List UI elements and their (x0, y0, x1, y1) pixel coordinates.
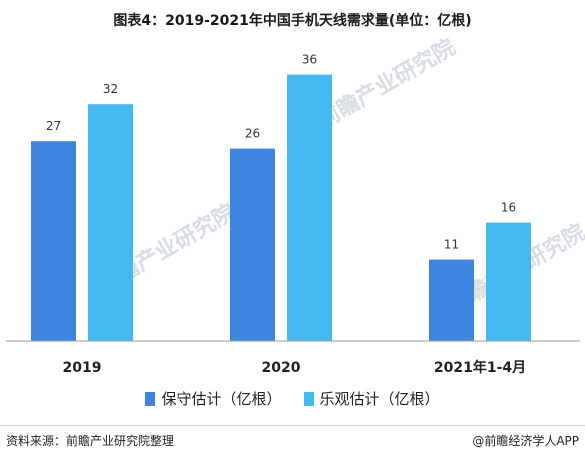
value-label: 16 (501, 201, 516, 215)
legend-swatch-conservative (145, 391, 156, 406)
value-label: 26 (245, 127, 260, 141)
legend-label-conservative: 保守估计（亿根） (161, 390, 282, 408)
bar-optimistic-0 (88, 104, 133, 341)
bar-conservative-1 (230, 148, 275, 341)
bar-conservative-2 (429, 259, 474, 341)
legend-swatch-optimistic (303, 391, 314, 406)
bar-optimistic-2 (486, 222, 531, 341)
value-label: 32 (103, 82, 118, 96)
watermark-text: 前瞻产业研究院 (313, 34, 459, 134)
chart-title: 图表4：2019-2021年中国手机天线需求量(单位：亿根) (113, 13, 472, 29)
source-note: 资料来源：前瞻产业研究院整理 (6, 434, 175, 448)
legend-item-optimistic: 乐观估计（亿根） (303, 388, 440, 409)
bar-conservative-0 (31, 141, 76, 341)
footer-divider (0, 425, 585, 426)
value-label: 27 (46, 119, 61, 133)
bars-layer (31, 74, 531, 341)
legend-item-conservative: 保守估计（亿根） (145, 388, 282, 409)
legend: 保守估计（亿根） 乐观估计（亿根） (0, 388, 585, 409)
category-label: 2021年1-4月 (434, 359, 526, 376)
bar-optimistic-1 (287, 74, 332, 341)
value-label: 11 (444, 238, 459, 252)
credit-note: @前瞻经济学人APP (472, 434, 579, 448)
value-label: 36 (302, 53, 317, 67)
legend-label-optimistic: 乐观估计（亿根） (319, 390, 440, 408)
value-labels-layer: 27 32 26 36 11 16 (46, 53, 516, 252)
category-labels-layer: 2019 2020 2021年1-4月 (63, 359, 527, 376)
category-label: 2020 (262, 360, 301, 376)
category-label: 2019 (63, 360, 102, 376)
